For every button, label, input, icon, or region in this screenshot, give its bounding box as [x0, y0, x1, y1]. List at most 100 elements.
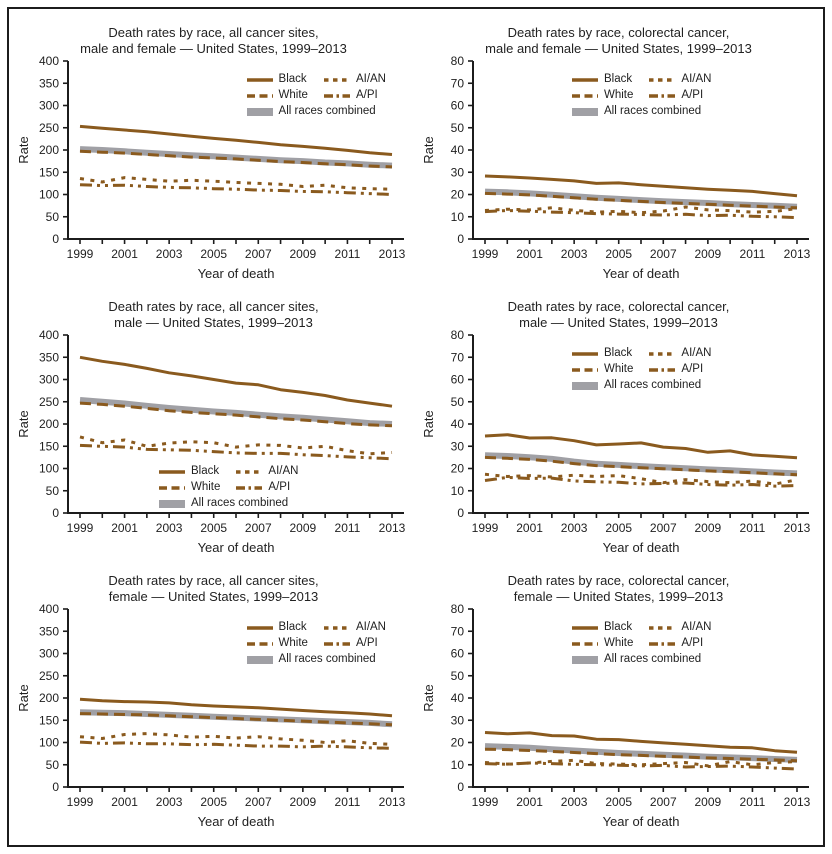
legend-item-black: Black	[159, 465, 220, 478]
legend-label: AI/AN	[355, 621, 386, 633]
legend-black-line-icon	[572, 351, 598, 356]
chart-panel-3: Death rates by race, all cancer sites, ma…	[11, 295, 416, 569]
y-tick-label: 40	[450, 691, 464, 705]
y-tick-label: 0	[457, 780, 464, 794]
x-tick-label: 2001	[516, 795, 543, 809]
y-tick-label: 20	[450, 188, 464, 202]
y-tick-label: 20	[450, 736, 464, 750]
y-tick-label: 20	[450, 462, 464, 476]
legend-all-races-combined-line-icon	[246, 107, 273, 116]
y-tick-label: 50	[45, 210, 59, 224]
y-tick-label: 80	[450, 54, 464, 68]
x-tick-label: 2001	[111, 247, 138, 261]
y-tick-label: 10	[450, 758, 464, 772]
legend-item-ai-an: AI/AN	[323, 621, 386, 634]
series-line-all-races-combined	[484, 188, 797, 210]
y-tick-label: 300	[38, 647, 58, 661]
legend-ai-an-line-icon	[323, 625, 350, 630]
legend-label: White	[604, 637, 634, 649]
chart-title-line1: Death rates by race, all cancer sites,	[108, 25, 319, 40]
legend-white-line-icon	[572, 93, 598, 98]
series-line-ai-an	[484, 472, 797, 486]
legend-label: A/PI	[268, 481, 291, 493]
legend-item-all-races-combined: All races combined	[246, 105, 386, 118]
chart-title-line2: female — United States, 1999–2013	[513, 589, 724, 604]
y-tick-label: 30	[450, 439, 464, 453]
legend-label: AI/AN	[681, 621, 712, 633]
chart-title: Death rates by race, colorectal cancer, m…	[416, 299, 821, 331]
y-tick-label: 40	[450, 417, 464, 431]
y-tick-label: 0	[52, 780, 59, 794]
legend-a-pi-line-icon	[323, 93, 350, 98]
legend-a-pi-line-icon	[323, 641, 350, 646]
x-tick-label: 2011	[739, 795, 765, 809]
x-tick-label: 1999	[66, 795, 93, 809]
legend-all-races-combined-line-icon	[572, 107, 598, 116]
legend-black-line-icon	[246, 77, 273, 82]
x-tick-label: 2009	[289, 795, 316, 809]
legend-a-pi-line-icon	[236, 485, 263, 490]
y-tick-label: 150	[38, 713, 58, 727]
chart-panel-6: Death rates by race, colorectal cancer, f…	[416, 569, 821, 843]
series-line-black	[484, 731, 797, 754]
x-tick-label: 1999	[471, 795, 498, 809]
x-tick-label: 2005	[200, 247, 227, 261]
legend-all-races-combined-line-icon	[572, 655, 598, 664]
legend-label: A/PI	[355, 637, 378, 649]
series-line-a-pi	[79, 443, 392, 461]
legend-item-all-races-combined: All races combined	[572, 379, 711, 392]
series-line-white	[79, 401, 392, 428]
chart-legend: Black AI/AN White A/PI All races combined	[246, 621, 386, 666]
x-axis-title: Year of death	[197, 540, 274, 555]
x-axis-title: Year of death	[197, 266, 274, 281]
x-tick-label: 2009	[694, 247, 721, 261]
y-tick-label: 250	[38, 669, 58, 683]
legend-label: Black	[604, 73, 633, 85]
x-tick-label: 2013	[378, 247, 405, 261]
series-line-ai-an	[79, 732, 392, 746]
y-tick-label: 70	[450, 624, 464, 638]
x-tick-label: 2007	[649, 795, 676, 809]
x-tick-label: 2013	[783, 795, 810, 809]
legend-item-a-pi: A/PI	[236, 481, 298, 494]
legend-item-a-pi: A/PI	[323, 637, 386, 650]
x-tick-label: 2003	[560, 521, 587, 535]
y-tick-label: 400	[38, 602, 58, 616]
chart-plot: 0 50 100 150 200 250 300 350 400 1999 2001 2003 2005…	[16, 328, 406, 555]
legend-item-black: Black	[572, 347, 633, 360]
x-tick-label: 2011	[334, 247, 360, 261]
legend-white-line-icon	[246, 641, 273, 646]
legend-item-all-races-combined: All races combined	[572, 105, 711, 118]
series-line-a-pi	[484, 475, 797, 488]
x-tick-label: 2011	[739, 521, 765, 535]
legend-label: Black	[604, 621, 633, 633]
legend-label: All races combined	[604, 653, 702, 665]
legend-label: White	[604, 363, 634, 375]
series-line-a-pi	[484, 209, 797, 220]
y-tick-label: 70	[450, 350, 464, 364]
chart-title-line2: male and female — United States, 1999–20…	[485, 41, 752, 56]
x-tick-label: 2005	[605, 795, 632, 809]
legend-item-black: Black	[572, 73, 633, 86]
legend-item-white: White	[159, 481, 220, 494]
legend-ai-an-line-icon	[236, 469, 263, 474]
chart-title-line1: Death rates by race, colorectal cancer,	[507, 25, 730, 40]
x-tick-label: 2011	[739, 247, 765, 261]
y-tick-label: 50	[45, 484, 59, 498]
y-tick-label: 200	[38, 691, 58, 705]
y-axis-title: Rate	[421, 136, 436, 163]
y-tick-label: 50	[450, 121, 464, 135]
legend-label: Black	[604, 347, 633, 359]
y-axis-title: Rate	[421, 684, 436, 711]
legend-label: All races combined	[278, 653, 376, 665]
legend-white-line-icon	[246, 93, 273, 98]
legend-black-line-icon	[572, 625, 598, 630]
legend-label: AI/AN	[268, 465, 299, 477]
legend-label: A/PI	[681, 89, 704, 101]
legend-all-races-combined-line-icon	[246, 655, 273, 664]
y-axis-title: Rate	[421, 410, 436, 437]
legend-label: White	[191, 481, 221, 493]
figure-border: Death rates by race, all cancer sites, ma…	[7, 7, 825, 847]
y-tick-label: 10	[450, 210, 464, 224]
x-tick-label: 2009	[694, 521, 721, 535]
